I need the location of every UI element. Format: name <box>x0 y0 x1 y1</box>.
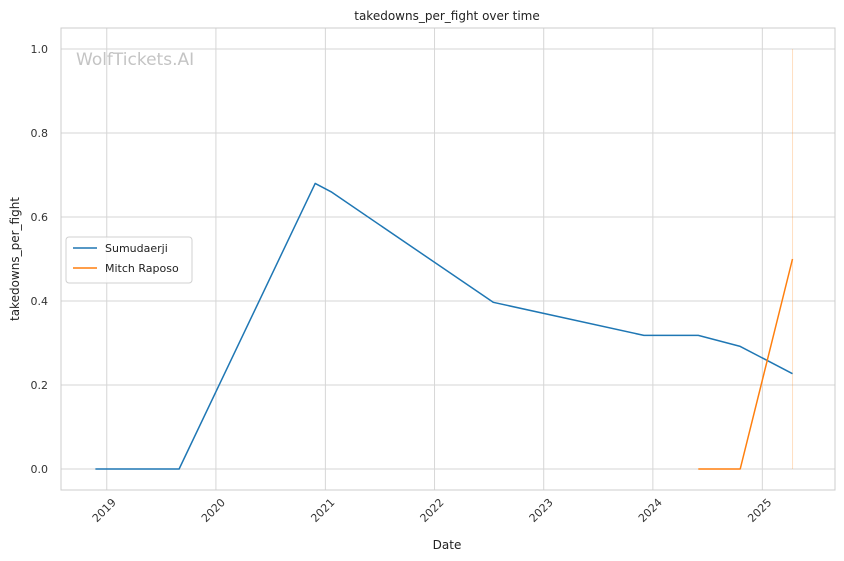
legend-label-mitch-raposo: Mitch Raposo <box>105 262 179 275</box>
legend-box <box>65 236 193 284</box>
y-tick-label: 0.2 <box>31 379 49 392</box>
grid <box>61 28 835 490</box>
legend: Sumudaerji Mitch Raposo <box>65 236 193 284</box>
watermark: WolfTickets.AI <box>76 50 194 70</box>
series-line-sumudaerji <box>95 182 793 470</box>
y-tick-label: 0.8 <box>31 127 49 140</box>
y-tick-label: 0.0 <box>31 463 49 476</box>
series-line-mitch-raposo <box>698 258 794 470</box>
y-tick-label: 0.4 <box>31 295 49 308</box>
chart-title: takedowns_per_fight over time <box>354 9 540 23</box>
y-axis-title: takedowns_per_fight <box>8 197 22 321</box>
plot-frame <box>60 27 836 491</box>
y-tick-labels: 0.0 0.2 0.4 0.6 0.8 1.0 <box>31 43 49 476</box>
series-layer <box>95 182 794 470</box>
x-axis-title: Date <box>433 538 462 552</box>
legend-label-sumudaerji: Sumudaerji <box>105 242 168 255</box>
y-tick-label: 1.0 <box>31 43 49 56</box>
y-tick-label: 0.6 <box>31 211 49 224</box>
